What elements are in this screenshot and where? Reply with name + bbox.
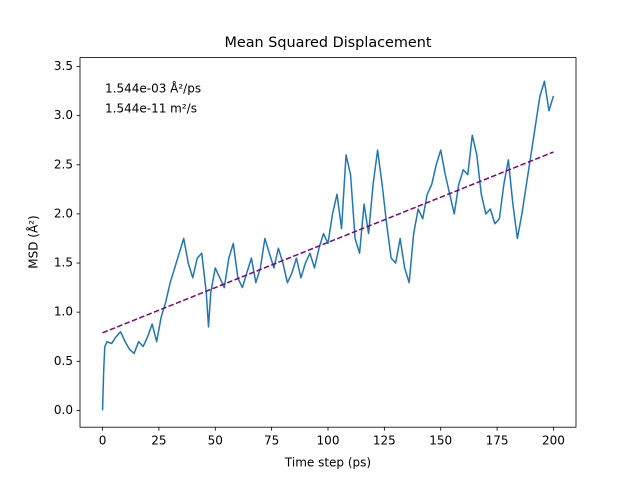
y-tick-label: 3.0 <box>54 108 73 122</box>
annotation: 1.544e-03 Å²/ps <box>105 81 201 96</box>
plot-frame <box>79 57 577 428</box>
x-tick-label: 175 <box>486 434 509 448</box>
y-tick-label: 1.5 <box>54 256 73 270</box>
x-tick-label: 150 <box>429 434 452 448</box>
x-tick-label: 25 <box>151 434 166 448</box>
y-tick-label: 0.0 <box>54 403 73 417</box>
chart-title: Mean Squared Displacement <box>224 35 431 51</box>
x-tick-label: 50 <box>208 434 223 448</box>
y-tick-label: 3.5 <box>54 59 73 73</box>
y-axis-label: MSD (Å²) <box>26 215 41 268</box>
x-axis-label: Time step (ps) <box>284 456 371 470</box>
data-line <box>101 80 555 411</box>
y-tick-label: 1.0 <box>54 305 73 319</box>
x-tick-label: 100 <box>317 434 340 448</box>
x-tick-label: 0 <box>99 434 107 448</box>
fit-line <box>102 151 554 334</box>
annotation: 1.544e-11 m²/s <box>105 102 197 116</box>
y-tick-label: 2.0 <box>54 206 73 220</box>
x-tick-label: 125 <box>373 434 396 448</box>
y-tick-label: 2.5 <box>54 157 73 171</box>
x-tick-label: 200 <box>542 434 565 448</box>
y-tick-label: 0.5 <box>54 354 73 368</box>
x-tick-label: 75 <box>264 434 279 448</box>
